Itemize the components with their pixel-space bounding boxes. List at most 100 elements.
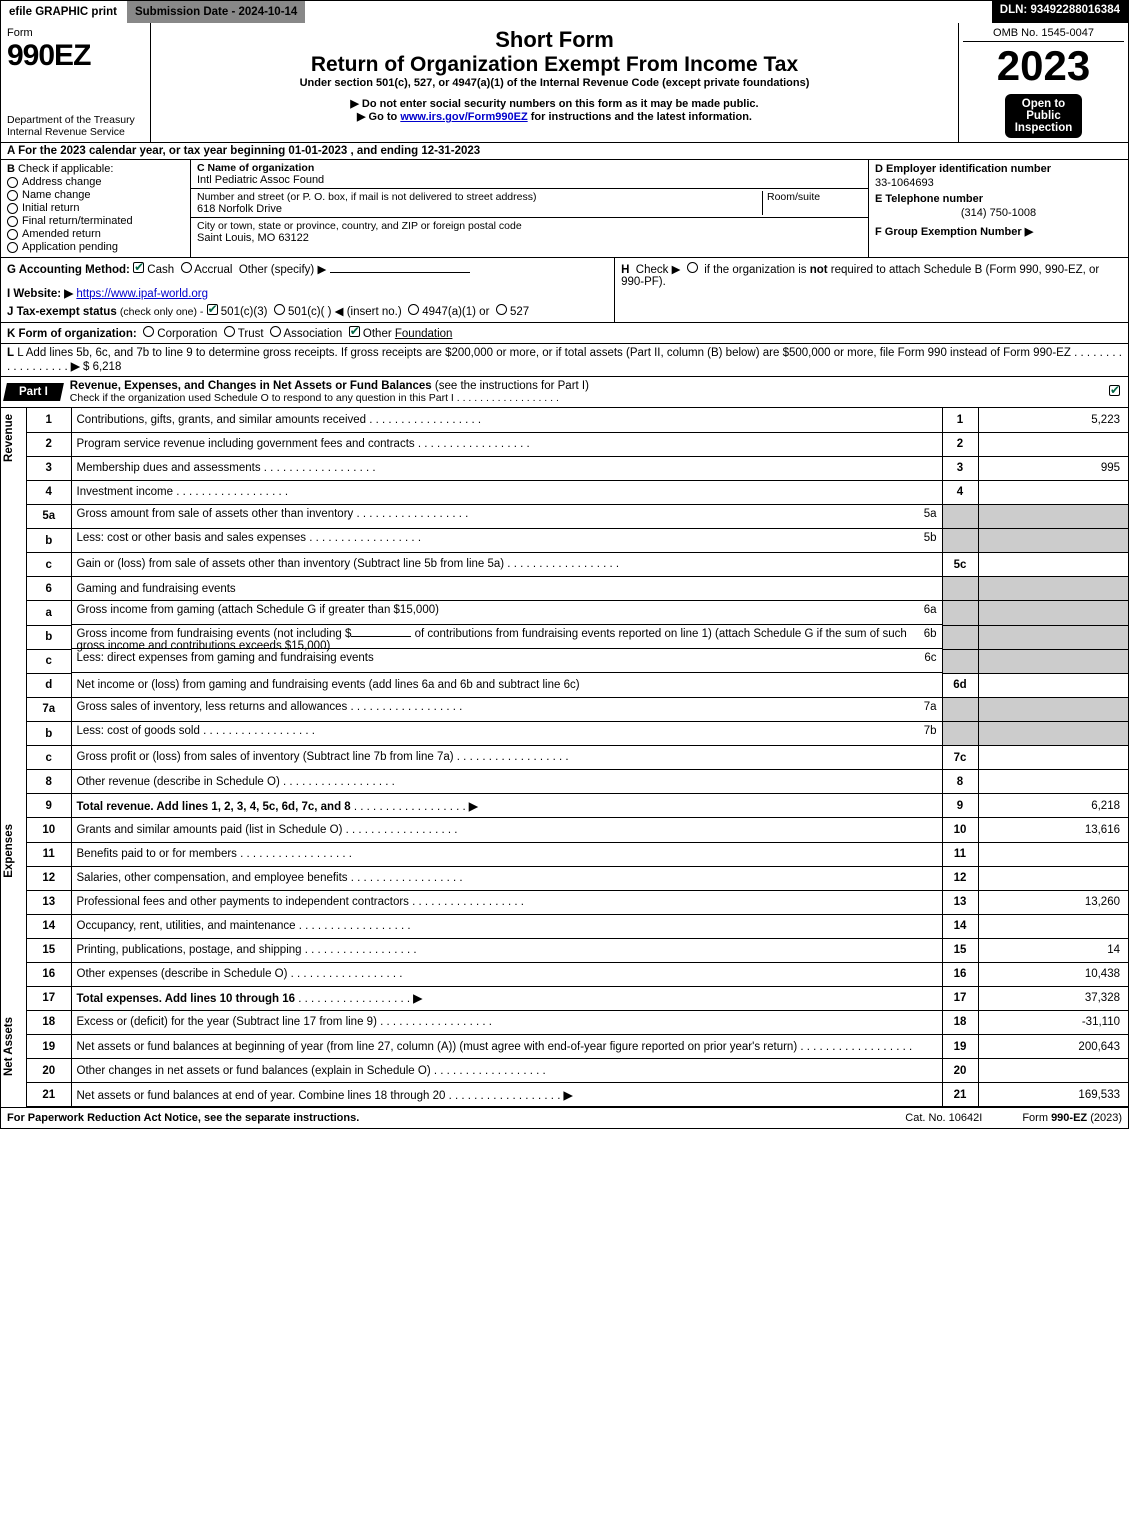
line-16: 16Other expenses (describe in Schedule O… [27,962,1128,986]
city-value: Saint Louis, MO 63122 [197,232,862,244]
chk-pending[interactable] [7,242,18,253]
chk-corp[interactable] [143,326,154,337]
other-specify-input[interactable] [330,272,470,273]
line-6a: aGross income from gaming (attach Schedu… [27,601,1128,626]
val-12 [978,866,1128,890]
lbl-other: Other (specify) ▶ [239,264,326,276]
line-5a: 5aGross amount from sale of assets other… [27,504,1128,529]
part-i-dots [457,392,559,404]
val-6d [978,673,1128,697]
chk-initial-return[interactable] [7,203,18,214]
other-org-value: Foundation [395,328,453,340]
h-not: not [810,264,828,276]
lbl-initial-return: Initial return [22,202,79,214]
irs-link[interactable]: www.irs.gov/Form990EZ [400,111,527,123]
lbl-assoc: Association [284,328,343,340]
header-right: OMB No. 1545-0047 2023 Open to Public In… [958,23,1128,142]
line-10: 10Grants and similar amounts paid (list … [27,818,1128,842]
line-5c: cGain or (loss) from sale of assets othe… [27,553,1128,577]
f-label: F Group Exemption Number [875,226,1022,238]
row-a-tax-year: A For the 2023 calendar year, or tax yea… [1,143,1128,160]
box-b: B Check if applicable: Address change Na… [1,160,191,257]
line-3: 3Membership dues and assessments3995 [27,456,1128,480]
chk-accrual[interactable] [181,262,192,273]
lbl-amended: Amended return [22,228,101,240]
chk-trust[interactable] [224,326,235,337]
ein-value: 33-1064693 [875,177,1122,189]
header-center: Short Form Return of Organization Exempt… [151,23,958,142]
val-7c [978,746,1128,770]
lbl-pending: Application pending [22,241,118,253]
chk-amended[interactable] [7,229,18,240]
val-16: 10,438 [978,962,1128,986]
header-left: Form 990EZ Department of the Treasury In… [1,23,151,142]
val-2 [978,432,1128,456]
chk-final-return[interactable] [7,216,18,227]
line-2: 2Program service revenue including gover… [27,432,1128,456]
dept-label: Department of the Treasury [7,114,144,126]
line-21: 21Net assets or fund balances at end of … [27,1083,1128,1107]
chk-assoc[interactable] [270,326,281,337]
street-value: 618 Norfolk Drive [197,203,762,215]
revenue-section: Revenue 1Contributions, gifts, grants, a… [1,408,1128,818]
netassets-section: Net Assets 18Excess or (deficit) for the… [1,1011,1128,1109]
l-amount: $ 6,218 [83,361,121,373]
val-15: 14 [978,938,1128,962]
lbl-501c3: 501(c)(3) [221,306,268,318]
h-check-label: Check ▶ [636,264,681,276]
open-line2: Public [1015,110,1073,122]
chk-527[interactable] [496,304,507,315]
tax-year: 2023 [963,42,1124,90]
expenses-table: 10Grants and similar amounts paid (list … [27,818,1128,1011]
topbar-spacer [307,1,991,23]
phone-value: (314) 750-1008 [875,207,1122,219]
line-8: 8Other revenue (describe in Schedule O)8 [27,770,1128,794]
chk-name-change[interactable] [7,190,18,201]
revenue-table: 1Contributions, gifts, grants, and simil… [27,408,1128,818]
val-8 [978,770,1128,794]
val-19: 200,643 [978,1035,1128,1059]
chk-501c3[interactable] [207,304,218,315]
c-label: C Name of organization [197,162,862,174]
l-text: L Add lines 5b, 6c, and 7b to line 9 to … [17,347,1071,359]
val-17: 37,328 [978,986,1128,1010]
line-6b: bGross income from fundraising events (n… [27,625,1128,649]
val-11 [978,842,1128,866]
lbl-accrual: Accrual [194,264,232,276]
submission-date: Submission Date - 2024-10-14 [127,1,307,23]
chk-4947[interactable] [408,304,419,315]
i-label: I Website: ▶ [7,288,73,300]
lbl-trust: Trust [238,328,264,340]
chk-other-org[interactable] [349,326,360,337]
short-form-title: Short Form [157,27,952,53]
note-goto-pre: ▶ Go to [357,111,400,123]
room-label: Room/suite [767,191,862,203]
footer-cat: Cat. No. 10642I [865,1112,1022,1124]
chk-address-change[interactable] [7,177,18,188]
lbl-final-return: Final return/terminated [22,215,133,227]
netassets-table: 18Excess or (deficit) for the year (Subt… [27,1011,1128,1108]
line-18: 18Excess or (deficit) for the year (Subt… [27,1011,1128,1035]
website-link[interactable]: https://www.ipaf-world.org [76,288,208,300]
top-bar: efile GRAPHIC print Submission Date - 20… [1,1,1128,23]
l-arrow-icon: ▶ [71,361,80,373]
main-title: Return of Organization Exempt From Incom… [157,53,952,77]
chk-schedule-o[interactable] [1109,385,1120,396]
form-number: 990EZ [7,39,144,73]
row-l: L L Add lines 5b, 6c, and 7b to line 9 t… [1,344,1128,377]
lbl-501c: 501(c)( ) ◀ (insert no.) [288,306,402,318]
street-label: Number and street (or P. O. box, if mail… [197,191,762,203]
lbl-other-org: Other [363,328,392,340]
h-letter: H [621,264,629,276]
line-17: 17Total expenses. Add lines 10 through 1… [27,986,1128,1010]
chk-cash[interactable] [133,262,144,273]
line-12: 12Salaries, other compensation, and empl… [27,866,1128,890]
chk-501c[interactable] [274,304,285,315]
part-i-header: Part I Revenue, Expenses, and Changes in… [1,377,1128,408]
footer-left: For Paperwork Reduction Act Notice, see … [7,1112,865,1124]
line-5b: bLess: cost or other basis and sales exp… [27,529,1128,553]
omb-number: OMB No. 1545-0047 [963,27,1124,42]
chk-sched-b[interactable] [687,262,698,273]
efile-print-button[interactable]: efile GRAPHIC print [1,1,127,23]
val-18: -31,110 [978,1011,1128,1035]
